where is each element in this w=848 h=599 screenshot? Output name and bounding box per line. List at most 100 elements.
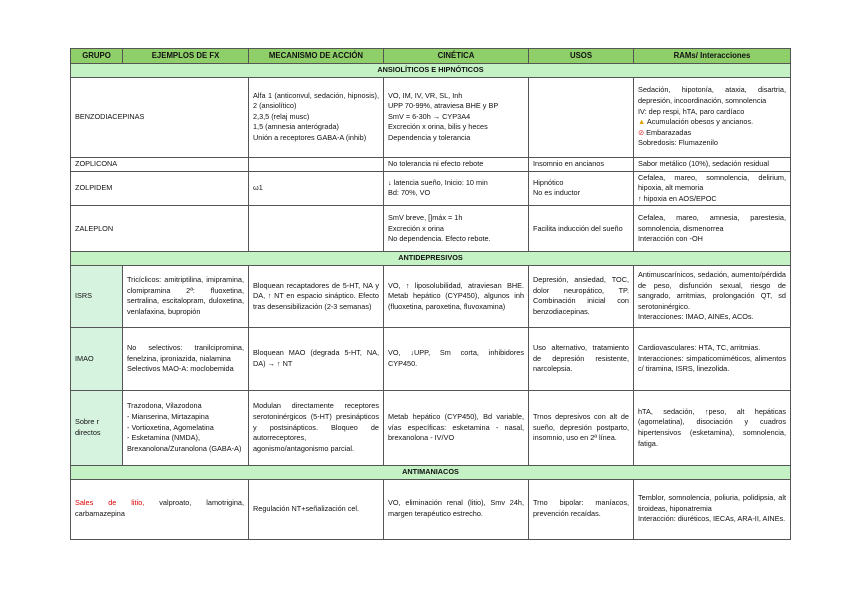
mecanismo-cell: Bloquean recaptadores de 5-HT, NA y DA, … (248, 264, 384, 328)
usos-cell: Hipnótico No es inductor (528, 170, 634, 207)
text-line: Embarazadas (646, 127, 692, 137)
table-row: Sobre r directos Trazodona, Vilazodona -… (70, 389, 791, 466)
cinetica-cell: VO, eliminación renal (litio), Smv 24h, … (383, 478, 529, 540)
table-row: BENZODIACEPINAS Alfa 1 (anticonvul, seda… (70, 76, 791, 158)
text-line: SmV = 6-30h → CYP3A4 (388, 111, 471, 121)
text-line: Alfa 1 (anticonvul, sedación, hipnosis),… (253, 90, 379, 111)
rams-cell: Sedación, hipotonía, ataxia, disartria, … (633, 76, 791, 158)
table-row: ZOLPIDEM ω1 ↓ latencia sueño, Inicio: 10… (70, 170, 791, 207)
text-line: - Esketamina (NMDA), (127, 433, 200, 443)
prohibited-icon: ⊘ (638, 127, 645, 137)
prohibited-line: ⊘ Embarazadas (638, 128, 786, 139)
cinetica-cell: VO, ↑ liposolubilidad, atraviesan BHE. M… (383, 264, 529, 328)
header-mecanismo: MECANISMO DE ACCIÓN (248, 48, 384, 64)
cinetica-cell: VO, ↓UPP, Sm corta, inhibidores CYP450. (383, 326, 529, 391)
ejemplos-cell: Tricíclicos: amitriptilina, imipramina, … (122, 264, 249, 328)
section-antidepresivos: ANTIDEPRESIVOS (70, 251, 791, 266)
section-ansioliticos: ANSIOLÍTICOS E HIPNÓTICOS (70, 63, 791, 78)
text-line: No selectivos: tranilcipromina, fenelzin… (127, 343, 244, 363)
table-row: IMAO No selectivos: tranilcipromina, fen… (70, 326, 791, 391)
text-line: - Vortioxetina, Agomelatina (127, 422, 214, 432)
section-antimaniacos: ANTIMANIACOS (70, 464, 791, 480)
grupo-cell: IMAO (70, 326, 123, 391)
header-usos: USOS (528, 48, 634, 64)
cinetica-cell: VO, IM, IV, VR, SL, Inh UPP 70-99%, atra… (383, 76, 529, 158)
text-line: Sobredosis: Flumazenilo (638, 138, 718, 148)
text-line: Cardiovasculares: HTA, TC, arritmias. (638, 343, 761, 353)
text-line: Unión a receptores GABA-A (inhib) (253, 132, 367, 142)
text-line: VO, IM, IV, VR, SL, Inh (388, 90, 463, 100)
usos-cell: Depresión, ansiedad, TOC, dolor neuropát… (528, 264, 634, 328)
text-line: Antimuscarínicos, sedación, aumento/pérd… (638, 269, 786, 311)
section-row: ANTIDEPRESIVOS (70, 251, 791, 266)
rams-cell: Antimuscarínicos, sedación, aumento/pérd… (633, 264, 791, 328)
text-line: UPP 70-99%, atraviesa BHE y BP (388, 101, 499, 111)
grupo-cell: ZALEPLON (70, 205, 249, 253)
text-line: SmV breve, []máx = 1h (388, 212, 463, 222)
text-line: Interacción con -OH (638, 234, 703, 244)
text-line: No es inductor (533, 188, 581, 198)
usos-cell (528, 76, 634, 158)
text-line: Bd: 70%, VO (388, 188, 431, 198)
text-line: ↑ hipoxia en AOS/EPOC (638, 193, 717, 203)
mecanismo-cell: Modulan directamente receptores serotoni… (248, 389, 384, 466)
cinetica-cell: Metab hepático (CYP450), Bd variable, ví… (383, 389, 529, 466)
text-line: valproato, lamotrigina, carbamazepina (75, 498, 244, 519)
rams-cell: Cefalea, mareo, somnolencia, delirium, h… (633, 170, 791, 207)
text-line: Interacción: diuréticos, IECAs, ARA-II, … (638, 514, 786, 524)
mecanismo-cell (248, 205, 384, 253)
text-line: No dependencia. Efecto rebote. (388, 234, 491, 244)
warning-icon: ▲ (638, 117, 646, 127)
table-row: ISRS Tricíclicos: amitriptilina, imipram… (70, 264, 791, 328)
header-ejemplos: EJEMPLOS DE FX (122, 48, 249, 64)
text-line: Cefalea, mareo, amnesia, parestesia, som… (638, 212, 786, 233)
mecanismo-cell (248, 156, 384, 172)
text-line: Dependencia y tolerancia (388, 132, 471, 142)
rams-cell: Cardiovasculares: HTA, TC, arritmias. In… (633, 326, 791, 391)
text-line: IV: dep respi, hTA, paro cardíaco (638, 106, 745, 116)
grupo-cell: Sobre r directos (70, 389, 123, 466)
mecanismo-cell: Bloquean MAO (degrada 5-HT, NA, DA) → ↑ … (248, 326, 384, 391)
table-row: ZALEPLON SmV breve, []máx = 1h Excreción… (70, 205, 791, 253)
mecanismo-cell: Regulación NT+señalización cel. (248, 478, 384, 540)
usos-cell: Trnos depresivos con alt de sueño, depre… (528, 389, 634, 466)
section-row: ANTIMANIACOS (70, 464, 791, 480)
header-grupo: GRUPO (70, 48, 123, 64)
warning-line: ▲ Acumulación obesos y ancianos. (638, 117, 786, 128)
text-line: Sedación, hipotonía, ataxia, disartria, … (638, 85, 786, 105)
text-line: 1,5 (amnesia anterógrada) (253, 122, 339, 132)
text-line: 2,3,5 (relaj musc) (253, 111, 310, 121)
usos-cell: Trno bipolar: maníacos, prevención recaí… (528, 478, 634, 540)
ejemplos-cell: Trazodona, Vilazodona - Mianserina, Mirt… (122, 389, 249, 466)
lithium-text: Sales de litio, (75, 498, 145, 508)
header-rams: RAMs/ Interacciones (633, 48, 791, 64)
mecanismo-cell: ω1 (248, 170, 384, 207)
text-line: Acumulación obesos y ancianos. (646, 117, 754, 127)
usos-cell: Insomnio en ancianos (528, 156, 634, 172)
text-line: Cefalea, mareo, somnolencia, delirium, h… (638, 172, 786, 193)
rams-cell: Sabor metálico (10%), sedación residual (633, 156, 791, 172)
rams-cell: Cefalea, mareo, amnesia, parestesia, som… (633, 205, 791, 253)
text-line: Interacciones: simpaticomiméticos, alime… (638, 353, 786, 374)
grupo-cell: ZOPLICONA (70, 156, 249, 172)
text-line: Brexanolona/Zuranolona (GABA-A) (127, 443, 242, 453)
mecanismo-cell: Alfa 1 (anticonvul, sedación, hipnosis),… (248, 76, 384, 158)
cinetica-cell: ↓ latencia sueño, Inicio: 10 min Bd: 70%… (383, 170, 529, 207)
grupo-cell: BENZODIACEPINAS (70, 76, 249, 158)
text-line: Excreción x orina (388, 223, 444, 233)
table-row: Sales de litio, valproato, lamotrigina, … (70, 478, 791, 540)
text-line: Temblor, somnolencia, poliuria, polidips… (638, 493, 786, 513)
text-line: Trazodona, Vilazodona (127, 401, 202, 411)
pharmacology-table: GRUPO EJEMPLOS DE FX MECANISMO DE ACCIÓN… (70, 48, 791, 540)
text-line: Hipnótico (533, 177, 564, 187)
table-row: ZOPLICONA No tolerancia ni efecto rebote… (70, 156, 791, 172)
usos-cell: Facilita inducción del sueño (528, 205, 634, 253)
text-line: Interacciones: IMAO, AINEs, ACOs. (638, 312, 754, 322)
rams-cell: hTA, sedación, ↑peso, alt hepáticas (ago… (633, 389, 791, 466)
header-row: GRUPO EJEMPLOS DE FX MECANISMO DE ACCIÓN… (70, 48, 791, 64)
text-line: - Mianserina, Mirtazapina (127, 412, 209, 422)
section-row: ANSIOLÍTICOS E HIPNÓTICOS (70, 63, 791, 78)
grupo-cell: Sales de litio, valproato, lamotrigina, … (70, 478, 249, 540)
cinetica-cell: No tolerancia ni efecto rebote (383, 156, 529, 172)
ejemplos-cell: No selectivos: tranilcipromina, fenelzin… (122, 326, 249, 391)
